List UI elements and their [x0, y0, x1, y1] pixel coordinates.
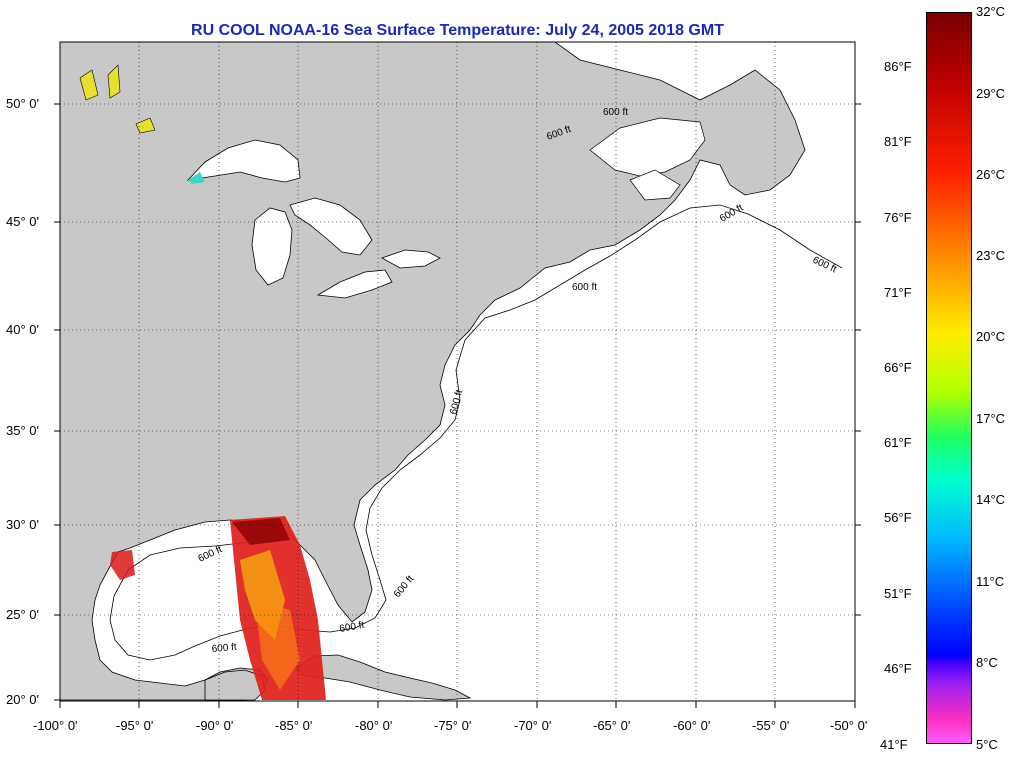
- cbar-f-51: 51°F: [884, 586, 912, 601]
- lon-label-85: -85° 0': [275, 718, 313, 733]
- cbar-f-56: 56°F: [884, 510, 912, 525]
- cbar-f-61: 61°F: [884, 435, 912, 450]
- cbar-f-46: 46°F: [884, 661, 912, 676]
- cbar-c-23: 23°C: [976, 248, 1006, 263]
- lat-label-50: 50° 0': [6, 96, 39, 111]
- lat-label-35: 35° 0': [6, 423, 39, 438]
- lon-label-60: -60° 0': [673, 718, 711, 733]
- cbar-c-17: 17°C: [976, 411, 1006, 426]
- lon-label-50w: -50° 0': [830, 718, 868, 733]
- grid: [60, 42, 855, 700]
- contour-label-5: 600 ft: [603, 107, 628, 118]
- cbar-f-81: 81°F: [884, 134, 912, 149]
- cbar-f-71: 71°F: [884, 285, 912, 300]
- lake-superior-warm: [188, 172, 205, 184]
- cbar-c-20: 20°C: [976, 329, 1006, 344]
- lake-north-3: [135, 117, 156, 134]
- map-title: RU COOL NOAA-16 Sea Surface Temperature:…: [191, 22, 724, 39]
- cbar-f-76: 76°F: [884, 210, 912, 225]
- cbar-f-66: 66°F: [884, 360, 912, 375]
- sst-swath: [110, 516, 326, 700]
- cbar-c-29: 29°C: [976, 86, 1006, 101]
- lon-label-80: -80° 0': [355, 718, 393, 733]
- contour-label-8: 600 ft: [339, 620, 366, 635]
- cbar-f-41: 41°F: [880, 737, 908, 752]
- lat-label-20: 20° 0': [6, 692, 39, 707]
- great-lakes: [186, 139, 441, 299]
- lon-label-100: -100° 0': [33, 718, 78, 733]
- lat-label-45: 45° 0': [6, 214, 39, 229]
- lat-label-25: 25° 0': [6, 607, 39, 622]
- isobath-600ft: [109, 204, 843, 661]
- cbar-c-32: 32°C: [976, 4, 1006, 19]
- lake-north-2: [107, 64, 121, 99]
- land-cuba: [295, 654, 472, 701]
- land-north-america: [59, 41, 806, 701]
- cbar-c-14: 14°C: [976, 492, 1006, 507]
- cbar-c-8: 8°C: [976, 655, 998, 670]
- lon-label-55: -55° 0': [752, 718, 790, 733]
- lat-label-30: 30° 0': [6, 517, 39, 532]
- contour-label-1: 600 ft: [572, 282, 597, 293]
- contour-label-9: 600 ft: [211, 642, 237, 655]
- lon-label-65: -65° 0': [593, 718, 631, 733]
- lat-label-40: 40° 0': [6, 322, 39, 337]
- cbar-f-86: 86°F: [884, 59, 912, 74]
- lon-label-95: -95° 0': [116, 718, 154, 733]
- cbar-c-11: 11°C: [976, 574, 1005, 589]
- cbar-c-5: 5°C: [976, 737, 998, 752]
- cbar-c-26: 26°C: [976, 167, 1006, 182]
- lon-label-90: -90° 0': [196, 718, 234, 733]
- lon-label-75: -75° 0': [434, 718, 472, 733]
- lake-north-1: [79, 69, 99, 101]
- axis-ticks: [54, 103, 861, 708]
- lon-label-70: -70° 0': [514, 718, 552, 733]
- gulf-st-lawrence: [589, 117, 706, 201]
- colorbar: [926, 12, 972, 744]
